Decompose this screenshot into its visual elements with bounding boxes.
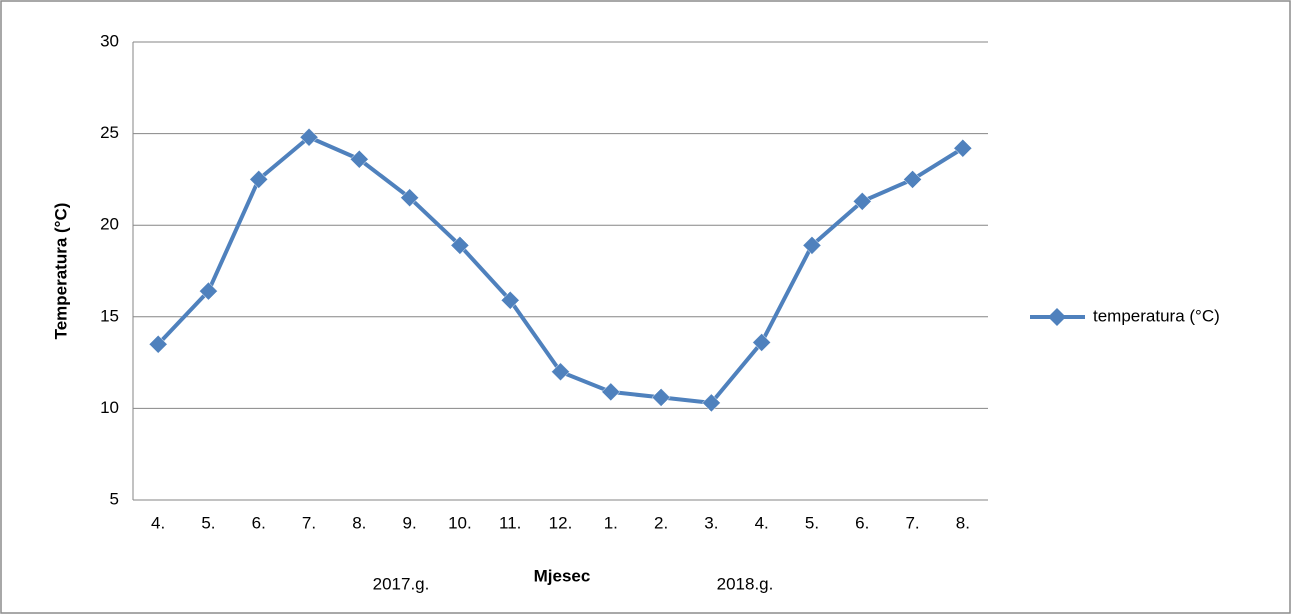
y-tick-label: 10 [100, 398, 119, 417]
x-tick-label: 5. [805, 513, 819, 532]
y-tick-label: 30 [100, 31, 119, 50]
point [500, 290, 520, 310]
point [450, 235, 470, 255]
x-tick-label: 6. [252, 513, 266, 532]
x-tick-label: 4. [151, 513, 165, 532]
point [400, 188, 419, 208]
point [299, 127, 319, 147]
point [199, 281, 218, 301]
y-tick-label: 20 [100, 215, 119, 234]
x-tick-label: 11. [499, 513, 521, 532]
annotation: 2018.g. [717, 574, 774, 593]
x-tick-label: 8. [352, 513, 366, 532]
x-tick-label: 2. [654, 513, 668, 532]
point [651, 388, 671, 407]
x-tick-label: 9. [403, 513, 417, 532]
x-tick-label: 1. [604, 513, 618, 532]
y-tick-label: 15 [100, 306, 119, 325]
point [953, 138, 973, 158]
x-tick-label: 3. [704, 513, 718, 532]
legend-label: temperatura (°C) [1093, 306, 1220, 325]
y-tick-label: 25 [100, 123, 119, 142]
point [852, 192, 872, 211]
y-tick-label: 5 [110, 489, 119, 508]
x-tick-label: 4. [755, 513, 769, 532]
point [349, 149, 369, 169]
point [601, 382, 621, 402]
x-tick-label: 12. [549, 513, 573, 532]
point [551, 362, 570, 382]
annotation: 2017.g. [373, 574, 430, 593]
point [249, 170, 269, 189]
x-tick-label: 5. [201, 513, 215, 532]
x-tick-label: 8. [956, 513, 970, 532]
point [802, 235, 822, 255]
point [903, 170, 922, 189]
point [752, 333, 772, 352]
y-axis-title: Temperatura (°C) [51, 203, 70, 340]
legend-marker [1048, 308, 1066, 326]
x-tick-label: 10. [448, 513, 472, 532]
x-tick-label: 7. [302, 513, 316, 532]
x-tick-label: 6. [855, 513, 869, 532]
x-axis-title: Mjesec [534, 566, 591, 585]
x-tick-label: 7. [905, 513, 919, 532]
point [702, 393, 721, 413]
point [148, 334, 168, 354]
